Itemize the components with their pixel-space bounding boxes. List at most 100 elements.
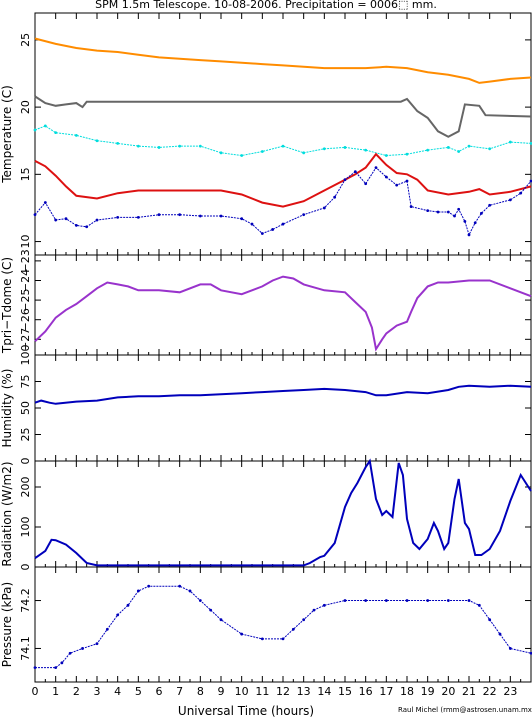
- series-point: [33, 213, 37, 217]
- x-tick-label: 19: [421, 685, 435, 698]
- x-tick-label: 13: [297, 685, 311, 698]
- series-point: [463, 219, 467, 223]
- series-point: [457, 150, 461, 153]
- panel-pressure: 74.1 74.2 Pressure (kPa): [0, 566, 532, 683]
- x-tick-label: 4: [114, 685, 121, 698]
- x-tick-label: 2: [73, 685, 80, 698]
- y-tick-label: −23: [19, 249, 32, 272]
- series-point: [209, 608, 213, 612]
- y-tick-label: 25: [19, 428, 32, 442]
- series-line: [34, 458, 532, 567]
- series-point: [60, 661, 64, 665]
- series-point: [384, 175, 388, 179]
- series-point: [529, 142, 532, 145]
- series-point: [260, 637, 264, 641]
- y-tick-label: 0: [19, 564, 32, 571]
- series-point: [508, 140, 512, 144]
- series-point: [405, 152, 409, 156]
- x-tick-label: 8: [197, 685, 204, 698]
- y-tick-label: 10: [19, 235, 32, 249]
- series-point: [33, 666, 37, 670]
- series-trace: [34, 166, 532, 237]
- series-point: [95, 139, 99, 143]
- series-point: [426, 209, 430, 213]
- y-axis-label: Temperature (C): [0, 85, 14, 184]
- series-point: [198, 214, 202, 218]
- series-point: [260, 150, 264, 153]
- series-line: [34, 95, 532, 138]
- series-trace: [35, 585, 532, 669]
- series-point: [322, 603, 326, 607]
- series-point: [178, 213, 182, 217]
- series-point: [302, 151, 306, 155]
- series-point: [33, 128, 37, 132]
- series-point: [240, 217, 244, 221]
- panel-frame: [34, 354, 532, 462]
- x-tick-label: 18: [400, 685, 414, 698]
- panel-tpri_tdome: −27−26−25−24−23 Tpri−Tdome (C): [0, 249, 532, 356]
- series-point: [409, 205, 413, 209]
- panel-frame: [34, 254, 532, 356]
- series-point: [116, 215, 120, 219]
- series-point: [198, 144, 202, 148]
- series-point: [446, 146, 450, 149]
- series-point: [74, 133, 78, 137]
- series-point: [136, 144, 140, 148]
- y-tick-label: 74.2: [19, 588, 32, 613]
- y-tick-label: 0: [19, 458, 32, 465]
- series-point: [157, 213, 161, 217]
- series-line: [34, 37, 532, 84]
- series-point: [467, 233, 471, 237]
- series-point: [498, 632, 502, 636]
- series-point: [364, 599, 368, 602]
- series-point: [147, 584, 151, 588]
- series-point: [281, 144, 285, 148]
- x-tick-label: 12: [276, 685, 290, 698]
- x-tick-label: 22: [483, 685, 497, 698]
- x-tick-label: 7: [176, 685, 183, 698]
- series-point: [302, 618, 306, 622]
- x-tick-label: 3: [94, 685, 101, 698]
- series-point: [136, 589, 140, 593]
- series-point: [178, 144, 182, 148]
- x-axis-label: Universal Time (hours): [178, 704, 314, 718]
- x-tick-label: 11: [255, 685, 269, 698]
- series-point: [271, 228, 275, 231]
- series-point: [467, 599, 471, 602]
- y-tick-label: −25: [19, 288, 32, 311]
- series-point: [281, 222, 285, 226]
- series-point: [508, 647, 512, 650]
- series-point: [105, 627, 109, 631]
- series-point: [219, 618, 223, 622]
- y-tick-label: 15: [19, 167, 32, 181]
- series-point: [529, 179, 532, 183]
- series-point: [488, 147, 492, 151]
- series-point: [178, 584, 182, 588]
- series-point: [219, 151, 223, 155]
- x-tick-label: 16: [359, 685, 373, 698]
- series-point: [95, 218, 99, 222]
- series-point: [312, 608, 316, 612]
- credit-text: Raul Michel (rmm@astrosen.unam.mx): [398, 706, 532, 714]
- series-point: [64, 217, 68, 221]
- x-tick-label: 17: [379, 685, 393, 698]
- series-point: [54, 131, 58, 135]
- x-tick-label: 15: [338, 685, 352, 698]
- series-point: [405, 179, 409, 183]
- panel-temperature: 10 15 20 25 Temperature (C): [0, 12, 532, 256]
- y-axis-label: Humidity (%): [0, 369, 14, 448]
- panel-frame: [34, 566, 532, 683]
- y-tick-label: 100: [19, 517, 32, 538]
- x-tick-label: 1: [52, 685, 59, 698]
- y-tick-label: −24: [19, 269, 32, 292]
- series-point: [343, 599, 347, 602]
- panel-humidity: 0 25 50 75 100 Humidity (%): [0, 345, 532, 465]
- y-axis-label: Tpri−Tdome (C): [0, 257, 14, 354]
- y-tick-label: 75: [19, 375, 32, 389]
- series-point: [467, 144, 471, 148]
- y-axis-label: Radiation (W/m2): [0, 461, 14, 566]
- series-point: [426, 148, 430, 152]
- y-tick-label: 25: [19, 33, 32, 47]
- series-line: [34, 275, 532, 352]
